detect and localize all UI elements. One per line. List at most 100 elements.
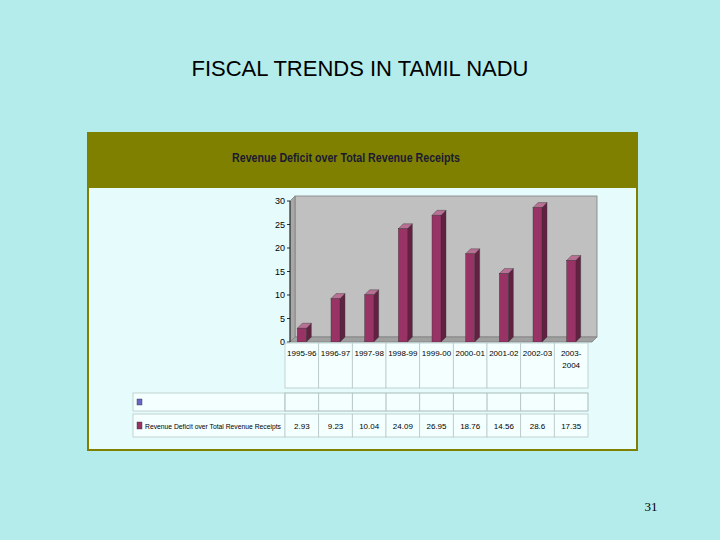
x-tick-label: 1995-96 — [287, 349, 317, 358]
legend-icon — [137, 422, 142, 429]
slide-title: FISCAL TRENDS IN TAMIL NADU — [192, 56, 529, 81]
bar-top — [365, 290, 379, 295]
bar-top — [466, 249, 480, 254]
table-value-cell — [453, 414, 487, 437]
bar-side — [576, 255, 581, 342]
bar — [499, 269, 513, 342]
bar-front — [567, 260, 576, 342]
bar — [365, 290, 379, 342]
table-value-cell — [521, 414, 555, 437]
chart-title: Revenue Deficit over Total Revenue Recei… — [232, 150, 460, 165]
bar-top — [499, 269, 513, 274]
legend-icon-blank — [137, 399, 142, 405]
y-tick — [287, 318, 290, 319]
y-tick — [287, 271, 290, 272]
legend-cell — [133, 414, 285, 437]
bar-side — [542, 203, 547, 342]
x-tick-label: 1999-00 — [422, 349, 452, 358]
table-blank-cell — [420, 393, 454, 411]
table-value-cell — [319, 414, 353, 437]
bar-top — [331, 294, 345, 299]
bar-side — [374, 290, 379, 342]
y-tick-label: 5 — [280, 314, 285, 324]
slide: FISCAL TRENDS IN TAMIL NADU 31 Revenue Def… — [0, 0, 720, 540]
bar-front — [365, 295, 374, 342]
table-blank-cell — [386, 393, 420, 411]
table-header-cell — [554, 343, 588, 388]
x-tick-label: 2000-01 — [455, 349, 485, 358]
x-tick-label-line: 2003- — [561, 349, 582, 358]
table-value-cell — [352, 414, 386, 437]
y-tick-label: 30 — [275, 196, 285, 206]
y-tick-label: 15 — [275, 267, 285, 277]
table-value: 14.56 — [494, 422, 515, 431]
bar-front — [533, 208, 542, 342]
bar-side — [508, 269, 513, 342]
bar — [297, 323, 311, 342]
table-header-cell — [319, 343, 353, 388]
table-value-cell — [285, 414, 319, 437]
table-blank-cell — [352, 393, 386, 411]
bar — [331, 294, 345, 342]
table-value-cell — [420, 414, 454, 437]
bar-top — [432, 210, 446, 215]
bar-top — [533, 203, 547, 208]
table-value: 2.93 — [294, 422, 310, 431]
bar-side — [475, 249, 480, 342]
y-tick — [287, 342, 290, 343]
bar-front — [297, 328, 306, 342]
table-value: 28.6 — [530, 422, 546, 431]
table-header-cell — [521, 343, 555, 388]
bar — [432, 210, 446, 342]
bar-front — [331, 299, 340, 342]
table-value-cell — [487, 414, 521, 437]
bar-top — [567, 255, 581, 260]
table-value: 18.76 — [460, 422, 481, 431]
table-header-cell — [420, 343, 454, 388]
table-value: 17.35 — [561, 422, 582, 431]
table-value-cell — [554, 414, 588, 437]
y-tick — [287, 224, 290, 225]
bar-side — [340, 294, 345, 342]
x-tick-label: 2002-03 — [523, 349, 553, 358]
x-tick-label: 1996-97 — [321, 349, 351, 358]
legend-label: Revenue Deficit over Total Revenue Recei… — [145, 422, 281, 431]
table-blank-cell — [453, 393, 487, 411]
table-blank-cell — [554, 393, 588, 411]
slide-background — [0, 0, 720, 540]
table-value-cell — [386, 414, 420, 437]
bar-front — [499, 274, 508, 342]
table-blank-cell — [319, 393, 353, 411]
bar-side — [407, 224, 412, 342]
bar-top — [398, 224, 412, 229]
y-tick — [287, 248, 290, 249]
y-tick-label: 10 — [275, 290, 285, 300]
x-tick-label: 2001-02 — [489, 349, 519, 358]
chart-frame — [88, 133, 637, 450]
table-blank-cell — [521, 393, 555, 411]
bar-top — [297, 323, 311, 328]
y-tick-label: 25 — [275, 220, 285, 230]
x-tick-label: 1998-99 — [388, 349, 418, 358]
table-header-cell — [352, 343, 386, 388]
table-blank-cell — [487, 393, 521, 411]
bar — [398, 224, 412, 342]
x-tick-label: 2003-2004 — [561, 349, 582, 370]
data-table: 1995-96 1996-971997-98 1998-99 1999-002000-… — [133, 343, 588, 437]
table-value: 26.95 — [426, 422, 447, 431]
bar-front — [398, 229, 407, 342]
x-tick-label: 1997-98 — [354, 349, 384, 358]
chart-header-band — [88, 133, 637, 188]
bar — [567, 255, 581, 342]
bar — [466, 249, 480, 342]
bar-front — [432, 215, 441, 342]
legend-row-blank — [133, 393, 285, 411]
page-number: 31 — [645, 499, 658, 514]
table-value: 24.09 — [393, 422, 414, 431]
bar-front — [466, 254, 475, 342]
bar-side — [441, 210, 446, 342]
bars — [297, 203, 580, 342]
table-header-cell — [285, 343, 319, 388]
table-header-cell — [487, 343, 521, 388]
table-blank-cell — [285, 393, 319, 411]
